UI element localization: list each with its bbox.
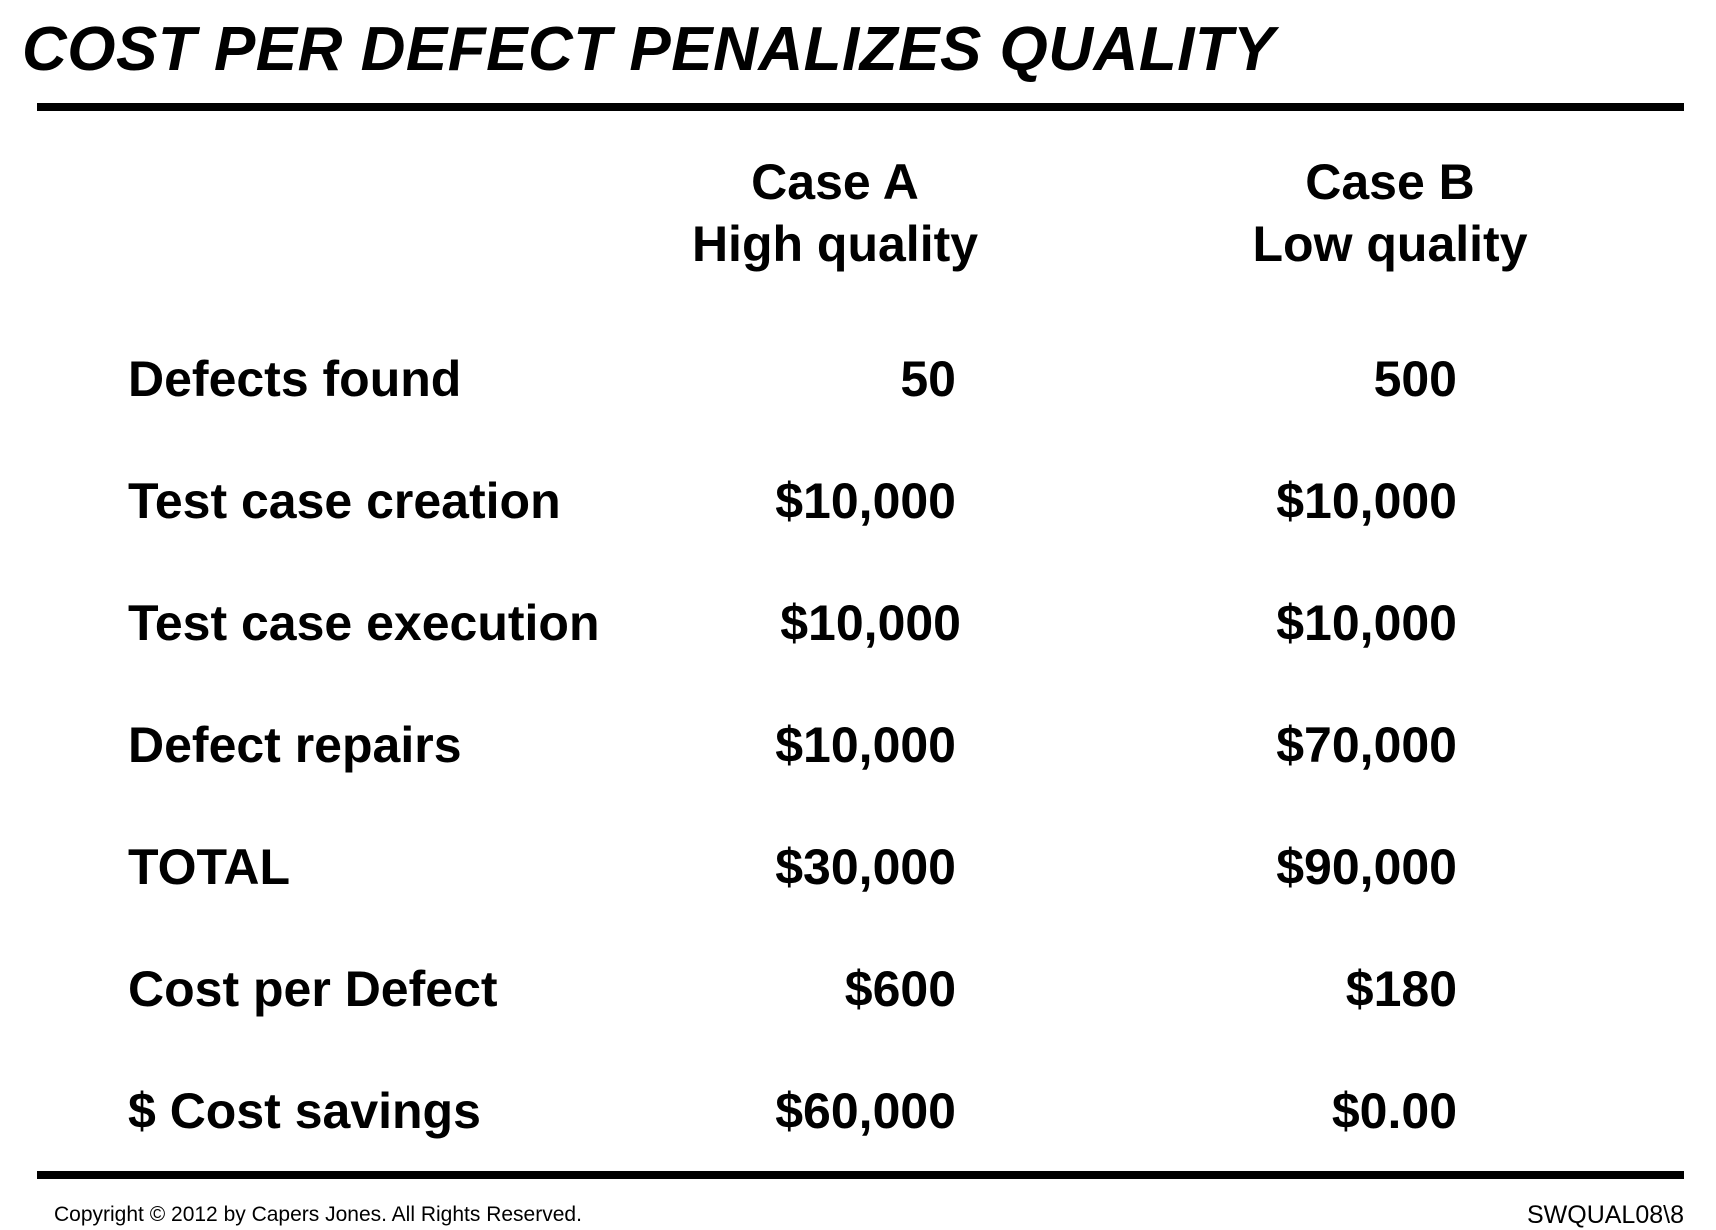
- row-label: $ Cost savings: [128, 1083, 481, 1139]
- case-a-value: $30,000: [775, 839, 956, 895]
- case-a-value: $10,000: [775, 717, 956, 773]
- column-header-case-b-quality: Low quality: [1252, 216, 1528, 272]
- row-label: TOTAL: [128, 839, 291, 895]
- copyright-notice: Copyright © 2012 by Capers Jones. All Ri…: [54, 1203, 582, 1226]
- case-b-value: $10,000: [1276, 595, 1457, 651]
- case-b-value: 500: [1373, 351, 1457, 407]
- row-label: Defects found: [128, 351, 462, 407]
- table-row-test-case-execution: Test case execution $10,000 $10,000: [0, 594, 1716, 664]
- case-b-value: $90,000: [1276, 839, 1457, 895]
- case-a-value: 50: [900, 351, 956, 407]
- table-row-total: TOTAL $30,000 $90,000: [0, 838, 1716, 908]
- column-header-case-a-quality: High quality: [691, 216, 979, 272]
- case-a-value: $10,000: [775, 473, 956, 529]
- row-label: Cost per Defect: [128, 961, 498, 1017]
- table-row-cost-savings: $ Cost savings $60,000 $0.00: [0, 1082, 1716, 1152]
- table-row-defects-found: Defects found 50 500: [0, 350, 1716, 420]
- column-header-case-a: Case A High quality: [655, 151, 1015, 275]
- slide-title: COST PER DEFECT PENALIZES QUALITY: [22, 15, 1276, 84]
- case-b-value: $0.00: [1331, 1083, 1457, 1139]
- case-a-value: $60,000: [775, 1083, 956, 1139]
- table-row-defect-repairs: Defect repairs $10,000 $70,000: [0, 716, 1716, 786]
- row-label: Test case execution: [128, 595, 600, 651]
- top-rule: [37, 103, 1684, 111]
- row-label: Defect repairs: [128, 717, 462, 773]
- case-a-value: $10,000: [780, 595, 961, 651]
- case-b-value: $70,000: [1276, 717, 1457, 773]
- row-label: Test case creation: [128, 473, 561, 529]
- case-b-value: $10,000: [1276, 473, 1457, 529]
- bottom-rule: [37, 1171, 1684, 1179]
- column-header-case-b: Case B Low quality: [1210, 151, 1570, 275]
- slide-id: SWQUAL08\8: [1526, 1201, 1684, 1229]
- column-header-case-b-name: Case B: [1305, 154, 1475, 210]
- case-a-value: $600: [844, 961, 956, 1017]
- column-header-case-a-name: Case A: [751, 154, 919, 210]
- table-row-test-case-creation: Test case creation $10,000 $10,000: [0, 472, 1716, 542]
- case-b-value: $180: [1345, 961, 1457, 1017]
- table-row-cost-per-defect: Cost per Defect $600 $180: [0, 960, 1716, 1030]
